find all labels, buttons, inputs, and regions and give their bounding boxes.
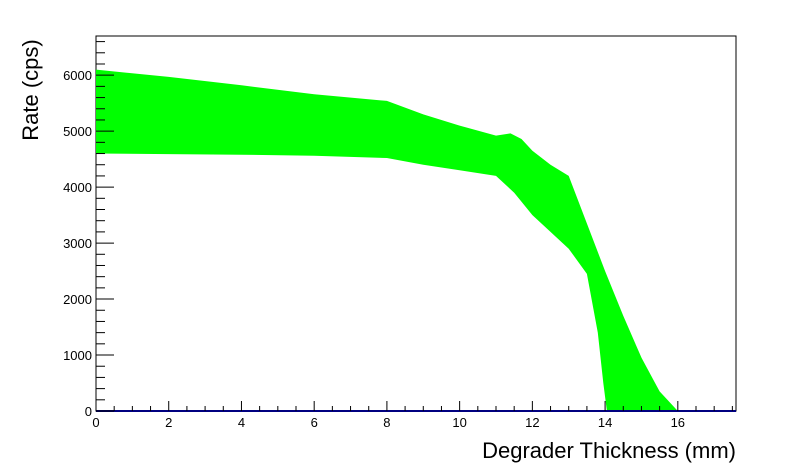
y-tick-label: 3000 (63, 236, 92, 251)
rate-band (96, 69, 678, 411)
x-tick-label: 4 (238, 415, 245, 430)
y-tick-label: 1000 (63, 348, 92, 363)
x-tick-label: 0 (92, 415, 99, 430)
x-tick-label: 14 (598, 415, 612, 430)
y-tick-label: 4000 (63, 180, 92, 195)
x-tick-label: 8 (383, 415, 390, 430)
y-tick-label: 6000 (63, 68, 92, 83)
y-tick-label: 2000 (63, 292, 92, 307)
x-tick-label: 12 (525, 415, 539, 430)
y-tick-label: 5000 (63, 124, 92, 139)
x-tick-label: 16 (671, 415, 685, 430)
y-tick-label: 0 (85, 404, 92, 419)
axis-layer: 0 2 4 6 8 10 12 14 16 0 1000 2000 3000 4000 5000 6000 (63, 41, 733, 430)
x-tick-label: 2 (165, 415, 172, 430)
x-tick-label: 6 (311, 415, 318, 430)
x-axis-title: Degrader Thickness (mm) (482, 438, 736, 463)
band-layer (96, 69, 678, 411)
y-axis-title: Rate (cps) (18, 39, 43, 140)
x-tick-label: 10 (452, 415, 466, 430)
